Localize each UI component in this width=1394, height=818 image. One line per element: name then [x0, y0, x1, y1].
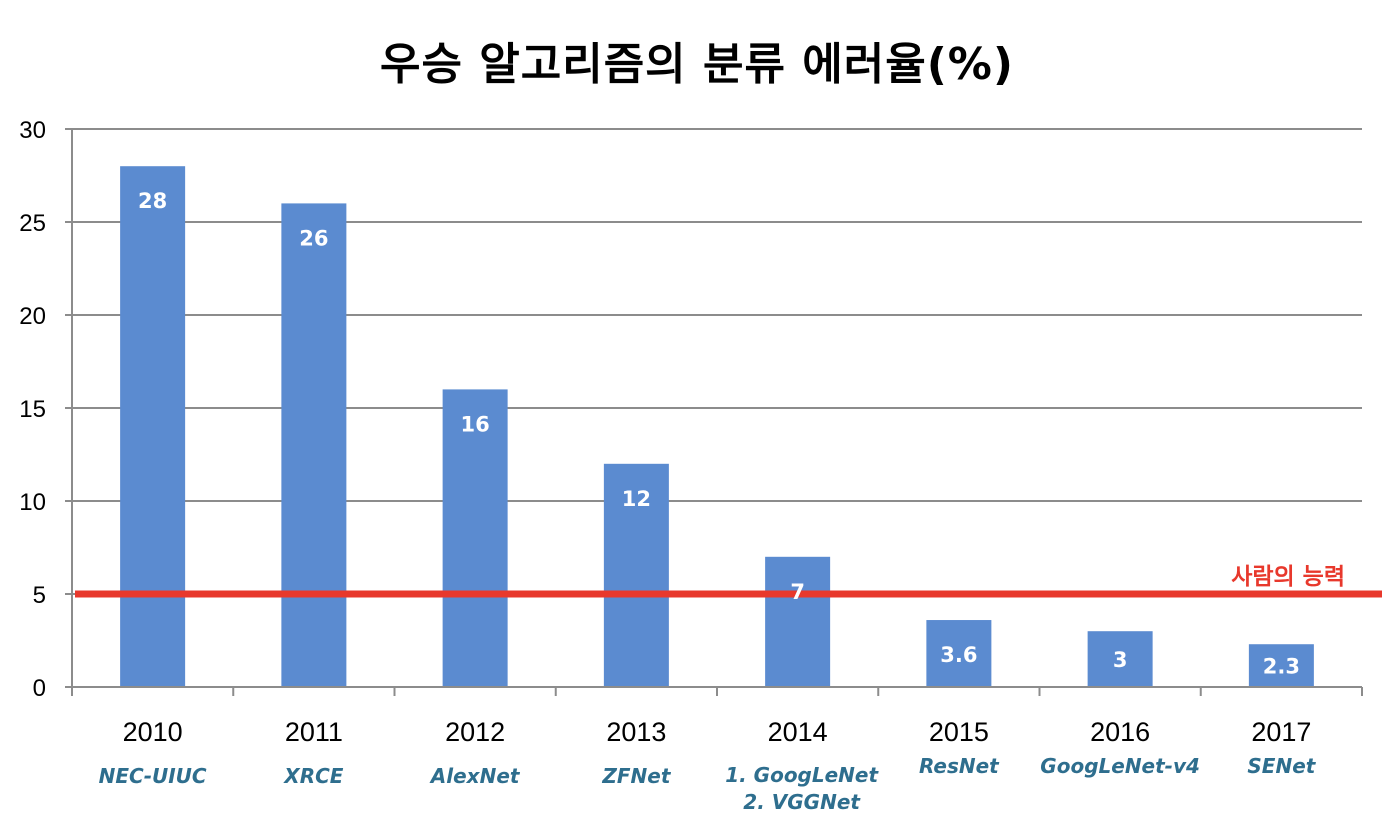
y-tick-label-0: 0 [33, 675, 46, 702]
y-tick-label-15: 15 [19, 396, 46, 423]
model-label-2014-2: 2. VGGNet [743, 790, 861, 814]
bar-2015 [926, 620, 992, 687]
model-label-2015: ResNet [919, 754, 1000, 778]
x-tick-label-2017: 2017 [1251, 717, 1311, 747]
bar-2014 [765, 556, 831, 687]
data-label-2012: 16 [461, 412, 490, 436]
x-tick-label-2016: 2016 [1090, 717, 1150, 747]
y-tick-label-5: 5 [33, 582, 46, 609]
y-tick-label-30: 30 [19, 117, 46, 144]
y-tick-label-10: 10 [19, 489, 46, 516]
chart-title: 우승 알고리즘의 분류 에러율(%) [379, 39, 1015, 90]
x-tick-label-2012: 2012 [445, 717, 505, 747]
data-label-2014: 7 [790, 580, 805, 604]
x-tick-label-2011: 2011 [285, 717, 343, 747]
x-tick-label-2010: 2010 [123, 717, 183, 747]
y-tick-label-20: 20 [19, 303, 46, 330]
x-tick-label-2015: 2015 [929, 717, 989, 747]
bar-2010 [120, 166, 186, 687]
bar-2012 [442, 389, 508, 687]
model-label-2010: NEC-UIUC [99, 764, 207, 788]
bar-2011 [281, 203, 347, 687]
model-label-2012: AlexNet [429, 764, 521, 788]
model-label-2014-1: 1. GoogLeNet [725, 763, 879, 787]
model-label-2011: XRCE [282, 764, 343, 788]
x-tick-label-2013: 2013 [606, 717, 666, 747]
data-label-2015: 3.6 [940, 643, 977, 667]
bar-2017 [1248, 644, 1314, 687]
model-label-2013: ZFNet [601, 764, 671, 788]
model-label-2016: GoogLeNet-v4 [1040, 754, 1200, 778]
x-tick-label-2014: 2014 [768, 717, 828, 747]
data-label-2010: 28 [138, 189, 167, 213]
data-label-2011: 26 [299, 226, 328, 250]
data-label-2016: 3 [1113, 648, 1128, 672]
bar-2013 [603, 463, 669, 687]
y-tick-label-25: 25 [19, 210, 46, 237]
data-label-2013: 12 [622, 487, 651, 511]
reference-line-label: 사람의 능력 [1231, 564, 1345, 590]
bar-2016 [1087, 631, 1153, 687]
model-label-2017: SENet [1247, 754, 1316, 778]
data-label-2017: 2.3 [1263, 655, 1300, 679]
